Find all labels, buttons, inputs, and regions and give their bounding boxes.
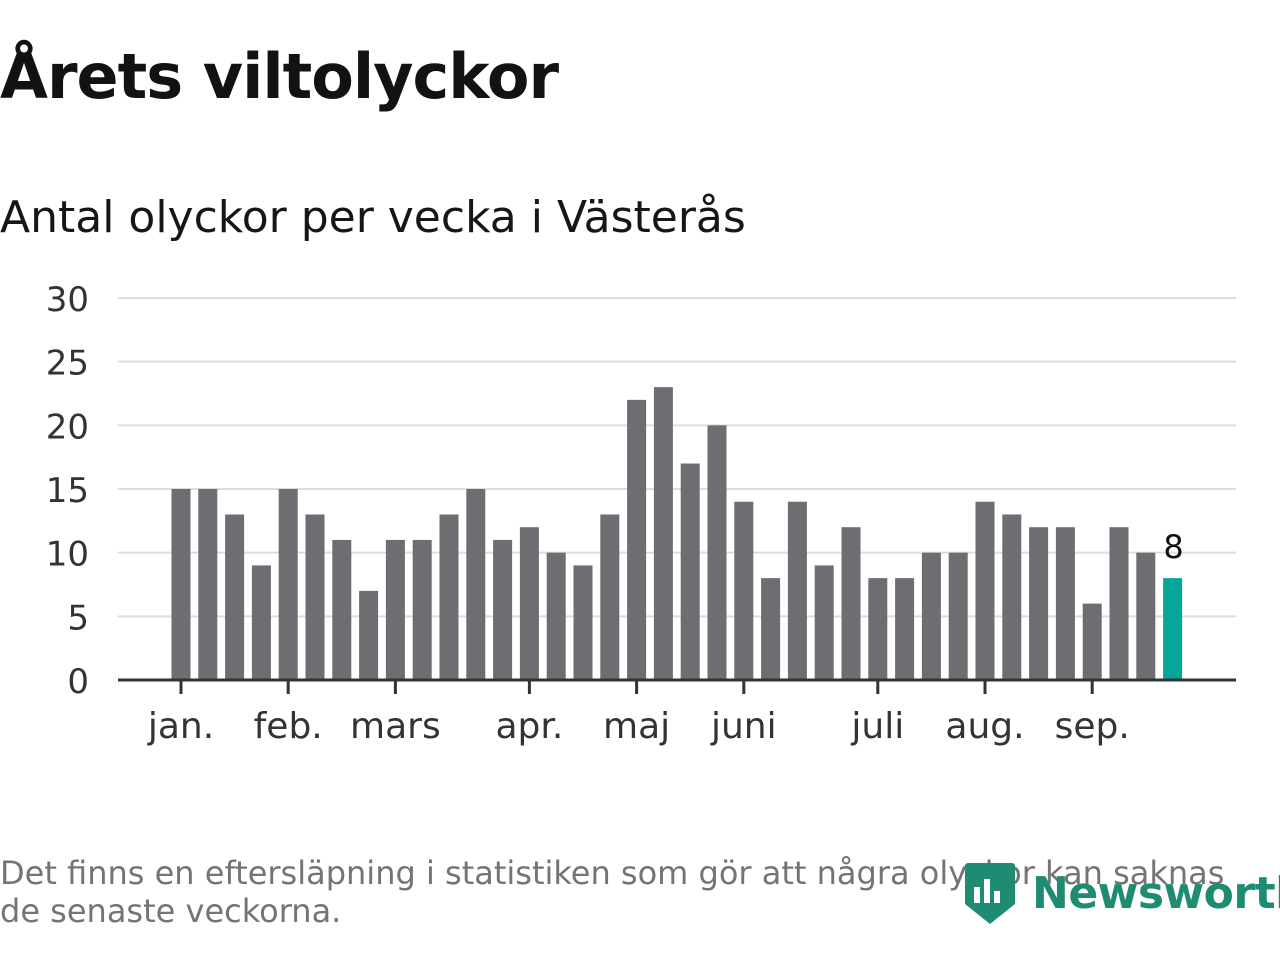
brand-logo: Newsworthy [964,860,1280,926]
brand-name: Newsworthy [1032,867,1280,919]
x-tick-label-maj: maj [603,706,670,747]
y-tick-label-20: 20 [46,407,89,447]
x-tick-label-juli: juli [850,706,904,747]
bar-week-15 [546,552,566,680]
x-axis-ticks [179,680,1094,694]
x-axis-labels: jan. feb. mars apr. maj juni juli aug. sep. [147,706,1130,747]
footnote: Det finns en eftersläpning i statistiken… [0,854,1225,930]
bar-week-14 [519,527,539,680]
bar-week-21 [707,425,727,680]
y-tick-label-30: 30 [46,280,89,320]
x-tick-label-mars: mars [350,706,441,747]
bar-week-38 [1163,578,1183,680]
bar-week-4 [251,565,271,680]
gridlines [118,297,1236,618]
bar-week-17 [600,514,620,680]
x-tick-label-aug.: aug. [945,706,1024,747]
y-tick-label-25: 25 [46,344,89,384]
chart-title: Årets viltolyckor [0,40,559,113]
bar-week-27 [868,578,888,680]
bar-week-11 [439,514,459,680]
bars [171,387,1183,680]
bar-week-13 [493,539,513,680]
bar-week-1 [171,489,191,680]
bar-week-9 [385,539,405,680]
x-tick-label-apr.: apr. [495,706,563,747]
bar-week-3 [225,514,245,680]
bar-week-29 [921,552,941,680]
y-tick-label-10: 10 [46,535,89,575]
bar-week-25 [814,565,834,680]
bar-week-31 [975,501,995,680]
bar-week-2 [198,489,218,680]
y-axis-labels: 0 5 10 15 20 25 30 [46,280,89,702]
bar-week-30 [948,552,968,680]
x-tick-label-feb.: feb. [254,706,323,747]
bar-week-26 [841,527,861,680]
bar-week-6 [305,514,325,680]
x-tick-label-jan.: jan. [147,706,214,747]
bar-chart: 0 5 10 15 20 25 30 jan. feb. mars apr. maj juni juli… [46,280,1236,747]
y-tick-label-0: 0 [67,662,89,702]
bar-week-22 [734,501,754,680]
bar-week-28 [895,578,915,680]
newsworthy-logo-icon [965,863,1015,924]
x-tick-label-sep.: sep. [1055,706,1130,747]
bar-week-19 [653,387,673,680]
bar-week-23 [761,578,781,680]
bar-week-32 [1002,514,1022,680]
y-tick-label-15: 15 [46,471,89,511]
bar-week-33 [1029,527,1049,680]
bar-week-24 [787,501,807,680]
bar-week-37 [1136,552,1156,680]
bar-week-10 [412,539,432,680]
y-tick-label-5: 5 [67,598,89,638]
bar-data-label: 8 [1163,528,1183,566]
bar-week-18 [627,399,647,680]
bar-week-8 [359,590,379,680]
bar-week-36 [1109,527,1129,680]
bar-week-34 [1055,527,1075,680]
bar-week-12 [466,489,486,680]
bar-week-35 [1082,603,1102,680]
bar-week-7 [332,539,352,680]
bar-week-16 [573,565,593,680]
chart-subtitle: Antal olyckor per vecka i Västerås [0,192,746,243]
x-tick-label-juni: juni [710,706,777,747]
bar-week-5 [278,489,298,680]
bar-week-20 [680,463,700,680]
